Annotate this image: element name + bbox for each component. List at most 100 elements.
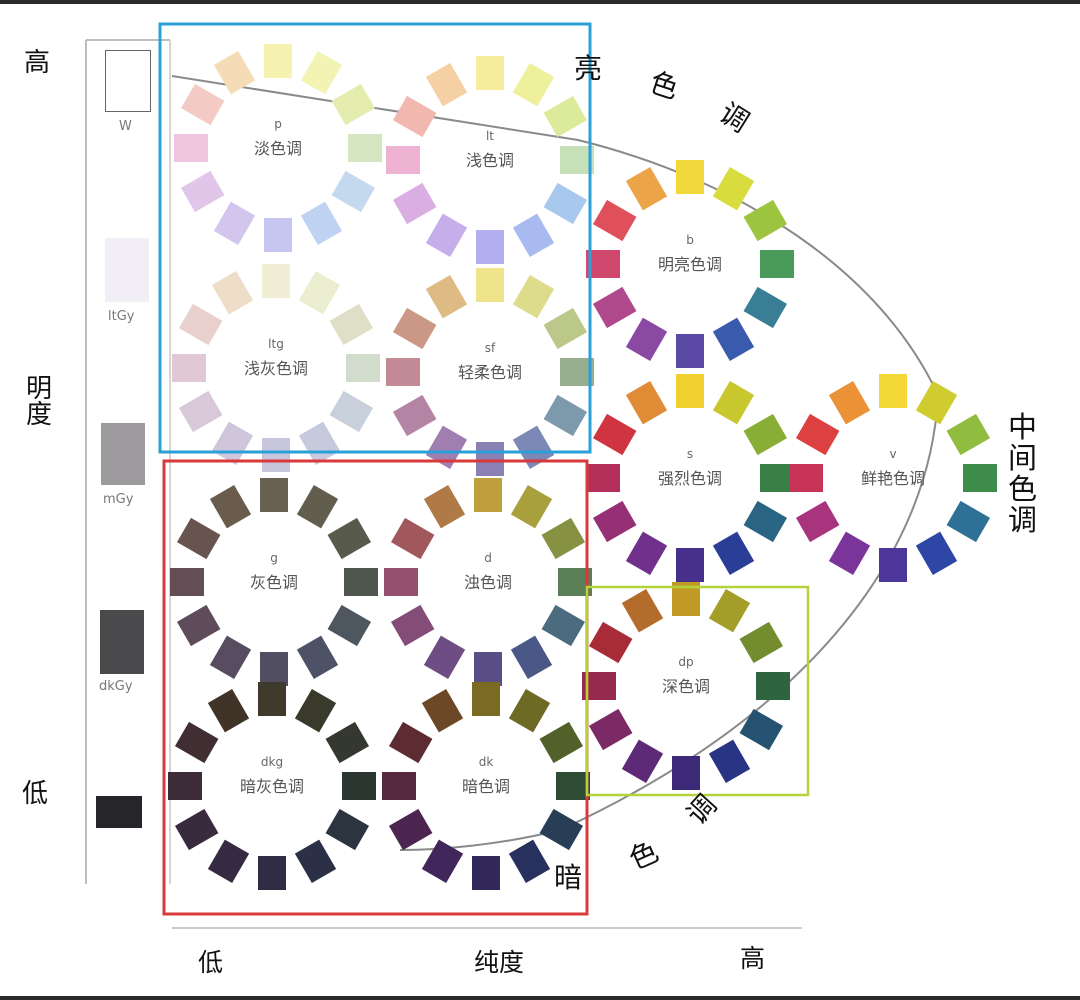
gray-label-w: W (119, 119, 132, 134)
tone-name-g: 灰色调 (250, 573, 298, 592)
tone-name-v: 鲜艳色调 (861, 469, 925, 488)
swatch-p-11 (213, 50, 256, 95)
swatch-d-1 (510, 484, 553, 529)
swatch-s-8 (592, 500, 637, 543)
swatch-v-11 (828, 380, 871, 425)
swatch-sf-1 (512, 274, 555, 319)
tone-wheel-dp: dp 深色调 (582, 582, 790, 790)
swatch-v-6 (879, 548, 907, 582)
tone-wheel-g: g 灰色调 (170, 478, 378, 686)
swatch-s-11 (625, 380, 668, 425)
swatch-ltg-1 (298, 270, 341, 315)
swatch-v-0 (879, 374, 907, 408)
swatch-g-5 (296, 635, 339, 680)
tone-wheel-dk: dk 暗色调 (382, 682, 590, 890)
gray-label-ltgy: ltGy (108, 309, 135, 324)
swatch-v-3 (963, 464, 997, 492)
light-tone-frame (158, 22, 592, 454)
gray-swatch-dkgy (100, 610, 144, 674)
swatch-dk-4 (539, 808, 584, 851)
bright-group-char-0: 亮 (574, 52, 603, 85)
lightness-title: 明度 (26, 374, 53, 430)
tone-name-b: 明亮色调 (658, 255, 722, 274)
swatch-s-1 (712, 380, 755, 425)
swatch-ltg-8 (178, 390, 223, 433)
upper-boundary-curve (171, 75, 939, 396)
swatch-p-8 (180, 170, 225, 213)
saturation-title: 纯度 (474, 948, 525, 977)
swatch-dk-8 (388, 808, 433, 851)
swatch-v-8 (795, 500, 840, 543)
gray-swatch-black (96, 796, 142, 828)
gray-label-dkgy: dkGy (99, 679, 133, 694)
swatch-ltg-10 (178, 303, 223, 346)
swatch-dk-2 (539, 721, 584, 764)
dark-group-char-0: 暗 (554, 861, 583, 894)
saturation-low-label: 低 (198, 948, 224, 977)
swatch-dk-0 (472, 682, 500, 716)
tone-wheel-p: p 淡色调 (174, 44, 382, 252)
swatch-g-1 (296, 484, 339, 529)
swatch-dk-6 (472, 856, 500, 890)
swatch-sf-11 (425, 274, 468, 319)
swatch-sf-0 (476, 268, 504, 302)
swatch-lt-1 (512, 62, 555, 107)
swatch-ltg-2 (329, 303, 374, 346)
tone-abbr-dkg: dkg (261, 755, 283, 769)
swatch-sf-3 (560, 358, 594, 386)
swatch-d-9 (384, 568, 418, 596)
tone-abbr-ltg: ltg (268, 337, 284, 351)
tone-abbr-lt: lt (486, 129, 494, 143)
swatch-lt-6 (476, 230, 504, 264)
swatch-dkg-8 (174, 808, 219, 851)
swatch-p-9 (174, 134, 208, 162)
tone-wheel-v: v 鲜艳色调 (789, 374, 997, 582)
swatch-v-10 (795, 413, 840, 456)
swatch-sf-8 (392, 394, 437, 437)
swatch-dk-7 (421, 839, 464, 884)
swatch-d-11 (423, 484, 466, 529)
swatch-sf-7 (425, 425, 468, 470)
swatch-dp-8 (588, 708, 633, 751)
swatch-b-9 (586, 250, 620, 278)
swatch-dkg-2 (325, 721, 370, 764)
swatch-d-6 (474, 652, 502, 686)
swatch-dp-10 (588, 621, 633, 664)
swatch-v-2 (946, 413, 991, 456)
swatch-b-8 (592, 286, 637, 329)
tone-name-dp: 深色调 (662, 677, 710, 696)
swatch-lt-0 (476, 56, 504, 90)
swatch-b-5 (712, 317, 755, 362)
swatch-s-10 (592, 413, 637, 456)
swatch-v-9 (789, 464, 823, 492)
tone-name-dkg: 暗灰色调 (240, 777, 304, 796)
swatch-dk-5 (508, 839, 551, 884)
swatch-b-11 (625, 166, 668, 211)
swatch-g-7 (209, 635, 252, 680)
tone-wheel-ltg: ltg 浅灰色调 (172, 264, 380, 472)
swatch-ltg-11 (211, 270, 254, 315)
tone-name-lt: 浅色调 (466, 151, 514, 170)
swatch-g-2 (327, 517, 372, 560)
swatch-s-0 (676, 374, 704, 408)
tone-name-sf: 轻柔色调 (458, 363, 522, 382)
swatch-dk-11 (421, 688, 464, 733)
swatch-d-10 (390, 517, 435, 560)
swatch-lt-8 (392, 182, 437, 225)
swatch-dp-1 (708, 588, 751, 633)
swatch-p-4 (331, 170, 376, 213)
swatch-dkg-9 (168, 772, 202, 800)
swatch-b-2 (743, 199, 788, 242)
middle-tone-label: 中间色调 (1008, 410, 1038, 537)
swatch-lt-7 (425, 213, 468, 258)
gray-swatch-w (105, 50, 151, 112)
swatch-g-11 (209, 484, 252, 529)
tone-wheel-lt: lt 浅色调 (386, 56, 594, 264)
swatch-dp-4 (739, 708, 784, 751)
swatch-dp-7 (621, 739, 664, 784)
swatch-dp-5 (708, 739, 751, 784)
tone-abbr-b: b (686, 233, 694, 247)
swatch-dp-9 (582, 672, 616, 700)
swatch-dk-3 (556, 772, 590, 800)
swatch-b-6 (676, 334, 704, 368)
